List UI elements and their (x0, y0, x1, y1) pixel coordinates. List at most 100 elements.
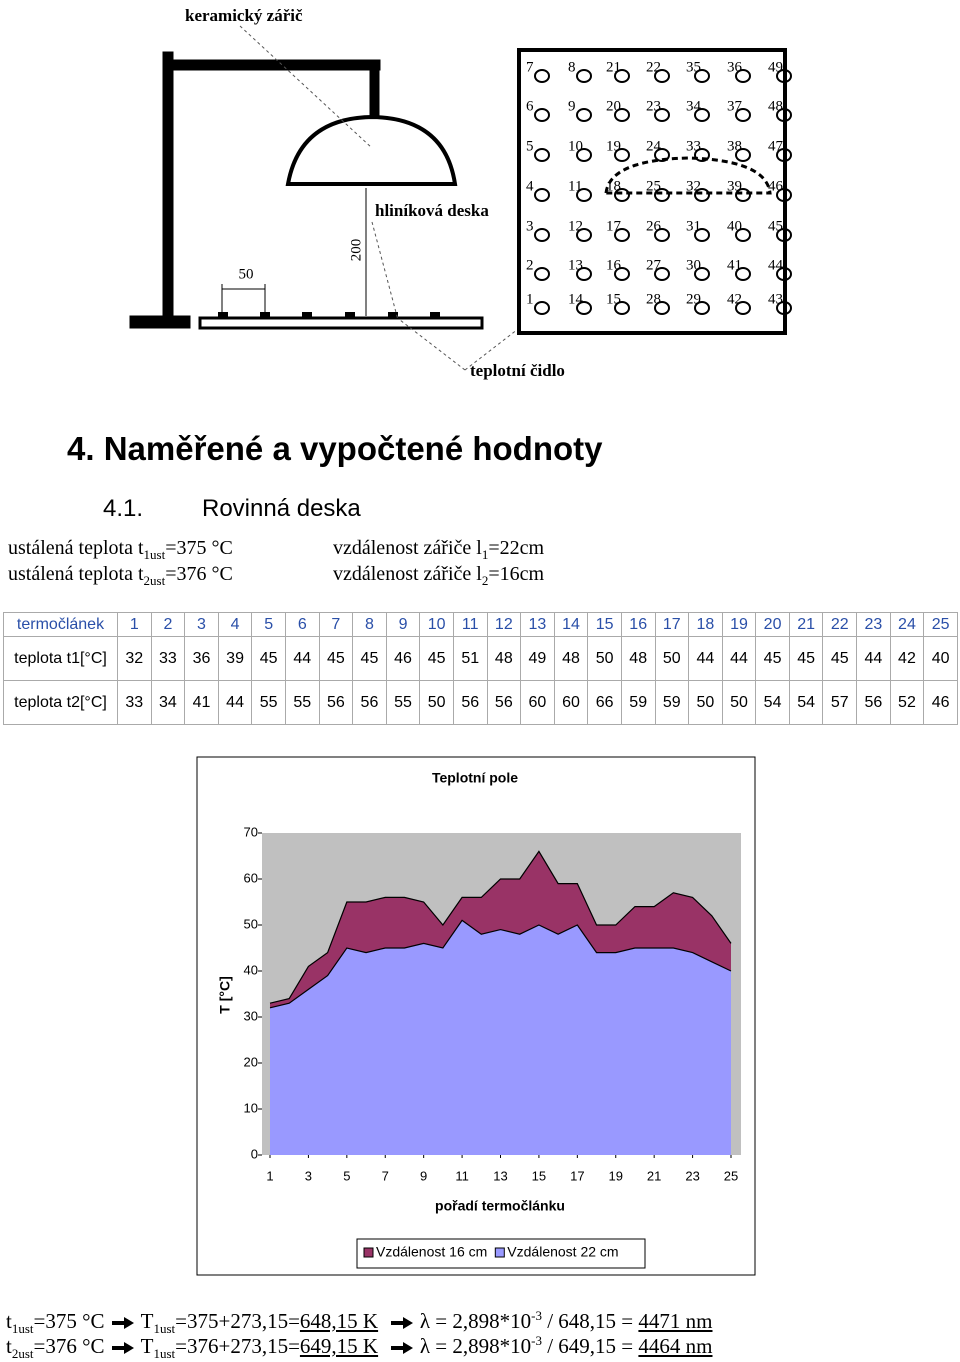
sensor-number: 28 (646, 291, 661, 307)
sensor-number: 22 (646, 59, 661, 75)
subheading-title: Rovinná deska (202, 495, 361, 522)
sensor-spot (654, 148, 670, 162)
x-tick-label: 7 (382, 1168, 389, 1183)
x-tick-label: 3 (305, 1168, 312, 1183)
area (270, 851, 731, 1155)
cell: 56 (486, 680, 522, 725)
stand-hanger (369, 59, 380, 119)
text: t (6, 1334, 12, 1358)
cell: 39 (217, 636, 253, 681)
x-tick-label: 17 (570, 1168, 584, 1183)
text: ustálená teplota t (8, 563, 144, 585)
cell: 60 (520, 680, 555, 725)
dimension: 50 (239, 266, 254, 282)
sensor-number: 24 (646, 138, 662, 154)
area (270, 920, 731, 1155)
sensor-number: 23 (646, 98, 661, 114)
sensor-number: 1 (526, 291, 534, 307)
header-cell: 20 (755, 612, 790, 637)
sensor-number: 30 (686, 257, 701, 273)
cell: 36 (184, 636, 219, 681)
cell: 46 (385, 636, 421, 681)
cell: 44 (688, 636, 723, 681)
sensor-number: 49 (768, 59, 783, 75)
stand-arm (162, 59, 381, 71)
header-cell: 14 (553, 612, 589, 637)
header-cell: 21 (788, 612, 824, 637)
y-tick-label: 30 (244, 1008, 258, 1023)
y-tick-label: 60 (244, 870, 258, 885)
sensor-number: 16 (606, 257, 622, 273)
sensor-number: 15 (606, 291, 621, 307)
header-cell: 11 (452, 612, 488, 637)
header-cell: 3 (184, 612, 219, 637)
sensor-spot (735, 69, 751, 83)
text: vzdálenost zářiče l (333, 537, 482, 559)
cell: 44 (721, 636, 757, 681)
x-tick-label: 5 (343, 1168, 350, 1183)
condition: ustálená teplota t2ust=376 °C (8, 563, 233, 589)
sensor-number: 33 (686, 138, 701, 154)
legend-box (356, 1238, 646, 1269)
text: λ = 2,898*10 (419, 1334, 532, 1358)
data-row: teplota t1[°C] 32 33 36 39 45 44 45 45 46 45 51 48 49… (3, 636, 958, 681)
sensor-spot (654, 188, 670, 202)
y-tick-label: 40 (244, 962, 258, 977)
header-cell: 10 (419, 612, 454, 637)
text: =376 °C (165, 563, 233, 585)
header-cell: termočlánek (3, 612, 118, 637)
subscript: 2ust (11, 1346, 34, 1362)
arrow (111, 1342, 134, 1355)
cell: 50 (654, 636, 690, 681)
sensor-spot (694, 267, 710, 281)
subscript: 1ust (11, 1321, 34, 1337)
sensors (218, 312, 440, 318)
cell: 59 (654, 680, 690, 725)
header-cell: 19 (721, 612, 757, 637)
sensor-number: 18 (606, 178, 621, 194)
area-outline (269, 850, 732, 1004)
subscript: 1ust (153, 1346, 176, 1362)
sensor-spot (735, 188, 751, 202)
sensor-number: 29 (686, 291, 701, 307)
text: =375+273,15= (175, 1309, 300, 1333)
sensor-spot (576, 301, 592, 315)
cell: 48 (553, 636, 589, 681)
cell: 52 (889, 680, 925, 725)
sensor-number: 14 (568, 291, 584, 307)
sensor-spot (654, 228, 670, 242)
x-tick-label: 11 (455, 1168, 469, 1183)
sensor-number: 17 (606, 218, 622, 234)
subheading-number: 4.1. (103, 495, 144, 522)
superscript: -3 (531, 1308, 542, 1323)
sensor-spot (576, 69, 592, 83)
sensor-spot (576, 228, 592, 242)
sensor-spot (735, 108, 751, 122)
sensor-spot (614, 69, 630, 83)
label: hliníková deska (375, 201, 489, 220)
sensor-spot (534, 228, 550, 242)
y-tick-label: 0 (251, 1146, 258, 1161)
dome-outline (604, 156, 772, 195)
stand-post (162, 51, 174, 323)
sensor-number: 6 (526, 98, 534, 114)
cell: 42 (889, 636, 925, 681)
cell: 46 (923, 680, 958, 725)
cell: 66 (587, 680, 622, 725)
header-cell: 18 (688, 612, 723, 637)
header-cell: 1 (117, 612, 152, 637)
cell: 57 (822, 680, 858, 725)
legend-swatch (494, 1247, 505, 1258)
text: λ = 2,898*10 (419, 1309, 532, 1333)
sensor-spot (776, 69, 792, 83)
x-tick-label: 9 (420, 1168, 427, 1183)
text: ustálená teplota t (8, 537, 144, 559)
sensor-spot (654, 301, 670, 315)
text: vzdálenost zářiče l (333, 563, 482, 585)
stand-foot (129, 315, 191, 329)
sensor-spot (576, 188, 592, 202)
sensor-number: 21 (606, 59, 621, 75)
sensor-number: 4 (526, 178, 534, 194)
heading: 4. Naměřené a vypočtené hodnoty (67, 430, 603, 467)
